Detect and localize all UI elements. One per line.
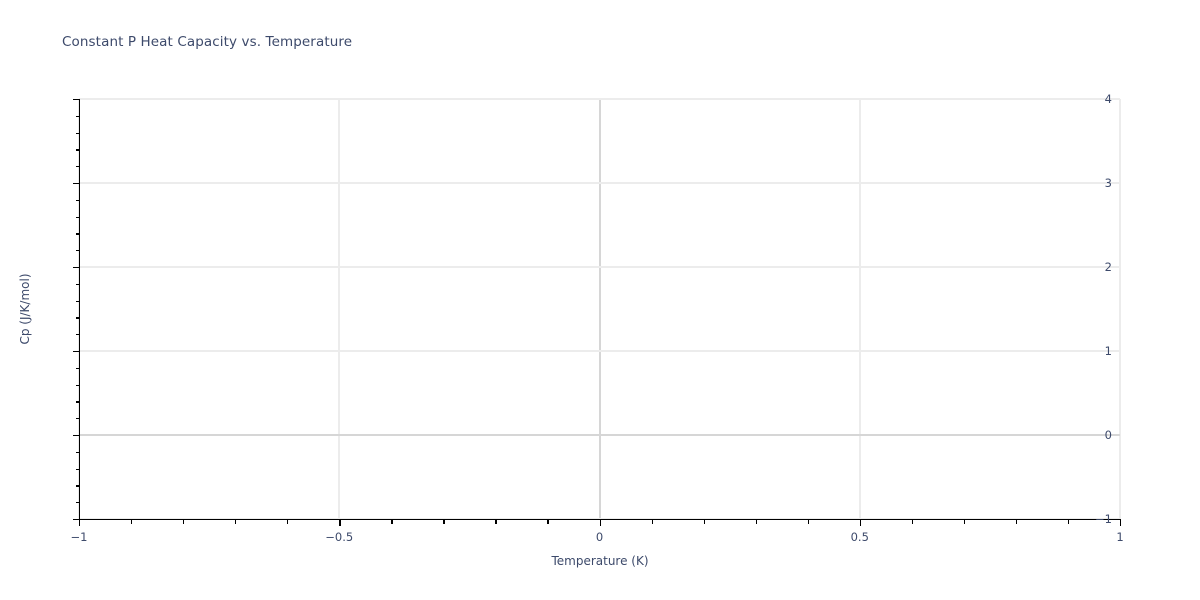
plot-area <box>78 98 1121 520</box>
x-axis-spine <box>79 519 1121 521</box>
y-tick-minor <box>75 233 79 235</box>
x-tick-minor <box>703 520 705 524</box>
gridline-horizontal <box>79 350 1120 352</box>
y-tick-major <box>73 183 79 185</box>
gridline-horizontal <box>79 98 1120 100</box>
x-tick-minor <box>443 520 445 524</box>
x-tick-minor <box>495 520 497 524</box>
x-tick-minor <box>963 520 966 524</box>
x-tick-minor <box>1067 520 1070 524</box>
x-tick-major <box>339 520 341 526</box>
x-tick-minor <box>1015 520 1018 524</box>
x-axis-label: Temperature (K) <box>551 554 649 568</box>
x-tick-minor <box>651 520 653 524</box>
x-tick-minor <box>183 520 185 524</box>
y-tick-minor <box>75 317 79 319</box>
y-tick-minor <box>75 502 79 504</box>
y-tick-minor <box>75 115 79 118</box>
x-tick-minor <box>391 520 393 524</box>
x-tick-major <box>859 520 862 526</box>
gridline-vertical <box>1119 99 1121 519</box>
y-tick-minor <box>75 250 79 252</box>
x-tick-minor <box>547 520 549 524</box>
x-tick-minor <box>755 520 757 524</box>
y-tick-major <box>73 99 79 101</box>
y-axis-ticks <box>0 99 79 521</box>
gridline-horizontal <box>79 182 1120 184</box>
data-series-layer <box>79 99 1120 519</box>
x-tick-minor <box>287 520 289 524</box>
x-tick-minor <box>807 520 809 524</box>
y-tick-minor <box>75 451 79 454</box>
gridline-vertical <box>598 99 601 519</box>
x-tick-major <box>79 520 81 526</box>
y-tick-minor <box>75 132 79 134</box>
y-tick-minor <box>75 384 79 386</box>
y-tick-minor <box>75 199 79 202</box>
y-tick-minor <box>75 166 79 168</box>
gridline-vertical <box>858 99 861 519</box>
y-tick-major <box>73 351 79 353</box>
y-tick-minor <box>75 485 79 487</box>
x-tick-major <box>599 520 601 526</box>
y-tick-minor <box>75 367 79 370</box>
y-tick-major <box>73 435 79 437</box>
y-tick-minor <box>75 149 79 151</box>
gridline-horizontal <box>79 434 1120 436</box>
y-tick-minor <box>75 334 79 336</box>
x-axis-ticks <box>0 520 1200 534</box>
x-tick-minor <box>235 520 237 524</box>
y-tick-minor <box>75 300 79 302</box>
y-tick-major <box>73 267 79 269</box>
y-tick-minor <box>75 418 79 420</box>
y-tick-minor <box>75 468 79 470</box>
y-axis-spine <box>79 99 81 520</box>
y-axis-label: Cp (J/K/mol) <box>18 273 32 345</box>
x-tick-minor <box>131 520 133 524</box>
gridline-vertical <box>338 99 341 519</box>
chart-title: Constant P Heat Capacity vs. Temperature <box>62 34 353 50</box>
gridline-horizontal <box>79 266 1120 268</box>
y-tick-minor <box>75 401 79 403</box>
y-tick-minor <box>75 283 79 286</box>
y-tick-minor <box>75 216 79 218</box>
x-tick-minor <box>911 520 914 524</box>
y-tick-major <box>73 519 79 521</box>
x-tick-major <box>1120 520 1122 526</box>
